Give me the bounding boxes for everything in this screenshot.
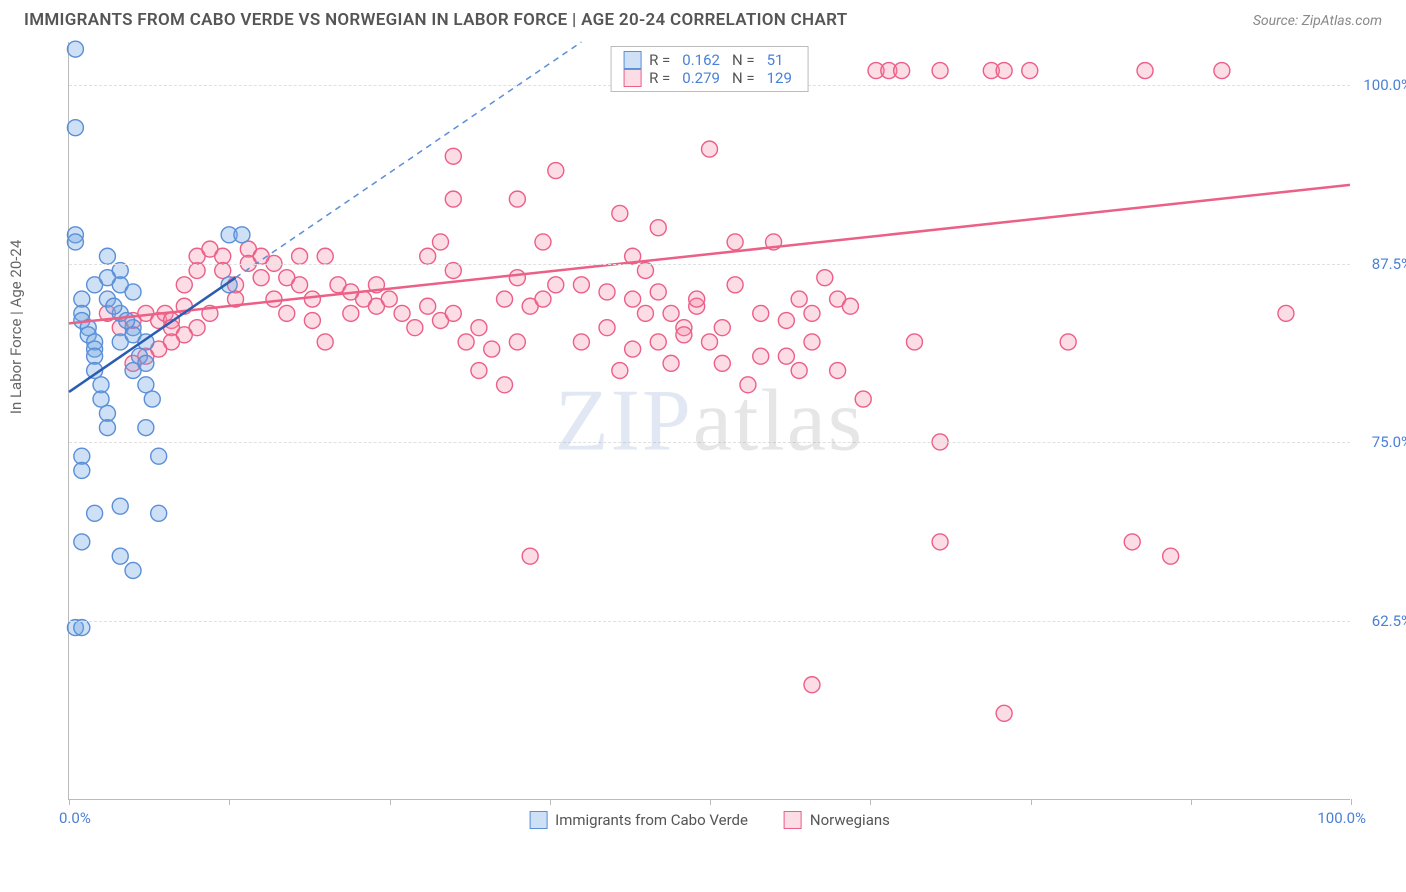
n-label: N = [732,51,755,69]
x-tick [1031,799,1032,805]
y-tick-label: 62.5% [1354,612,1406,630]
series-legend: Immigrants from Cabo Verde Norwegians [529,811,890,829]
chart-title: IMMIGRANTS FROM CABO VERDE VS NORWEGIAN … [24,10,848,30]
y-axis-title: In Labor Force | Age 20-24 [7,239,25,413]
x-min-label: 0.0% [59,809,91,827]
legend-swatch-pink [623,69,641,87]
x-tick [550,799,551,805]
r-label: R = [649,51,670,69]
n-value-blue: 51 [763,51,788,69]
r-value-pink: 0.279 [678,69,724,87]
legend-swatch-blue [623,51,641,69]
legend-row-pink: R = 0.279 N = 129 [623,69,796,87]
x-tick [390,799,391,805]
n-label: N = [732,69,755,87]
legend-label-pink: Norwegians [810,811,890,829]
y-tick-label: 87.5% [1354,255,1406,273]
gridline-h [69,442,1350,443]
legend-swatch-blue [529,811,547,829]
r-value-blue: 0.162 [678,51,724,69]
gridline-h [69,264,1350,265]
y-tick-label: 100.0% [1354,76,1406,94]
correlation-legend: R = 0.162 N = 51 R = 0.279 N = 129 [610,46,809,92]
legend-row-blue: R = 0.162 N = 51 [623,51,796,69]
x-tick [229,799,230,805]
x-tick [1191,799,1192,805]
legend-label-blue: Immigrants from Cabo Verde [555,811,748,829]
gridline-h [69,621,1350,622]
x-tick [69,799,70,805]
chart-source: Source: ZipAtlas.com [1253,13,1382,29]
n-value-pink: 129 [763,69,796,87]
plot-area: R = 0.162 N = 51 R = 0.279 N = 129 ZIPat… [68,42,1350,800]
legend-swatch-pink [784,811,802,829]
r-label: R = [649,69,670,87]
x-tick [1351,799,1352,805]
y-tick-label: 75.0% [1354,433,1406,451]
x-tick [870,799,871,805]
legend-item-pink: Norwegians [784,811,890,829]
chart-container: In Labor Force | Age 20-24 R = 0.162 N =… [34,42,1384,837]
scatter-svg [69,42,1350,799]
x-max-label: 100.0% [1317,809,1366,827]
x-tick [710,799,711,805]
legend-item-blue: Immigrants from Cabo Verde [529,811,748,829]
